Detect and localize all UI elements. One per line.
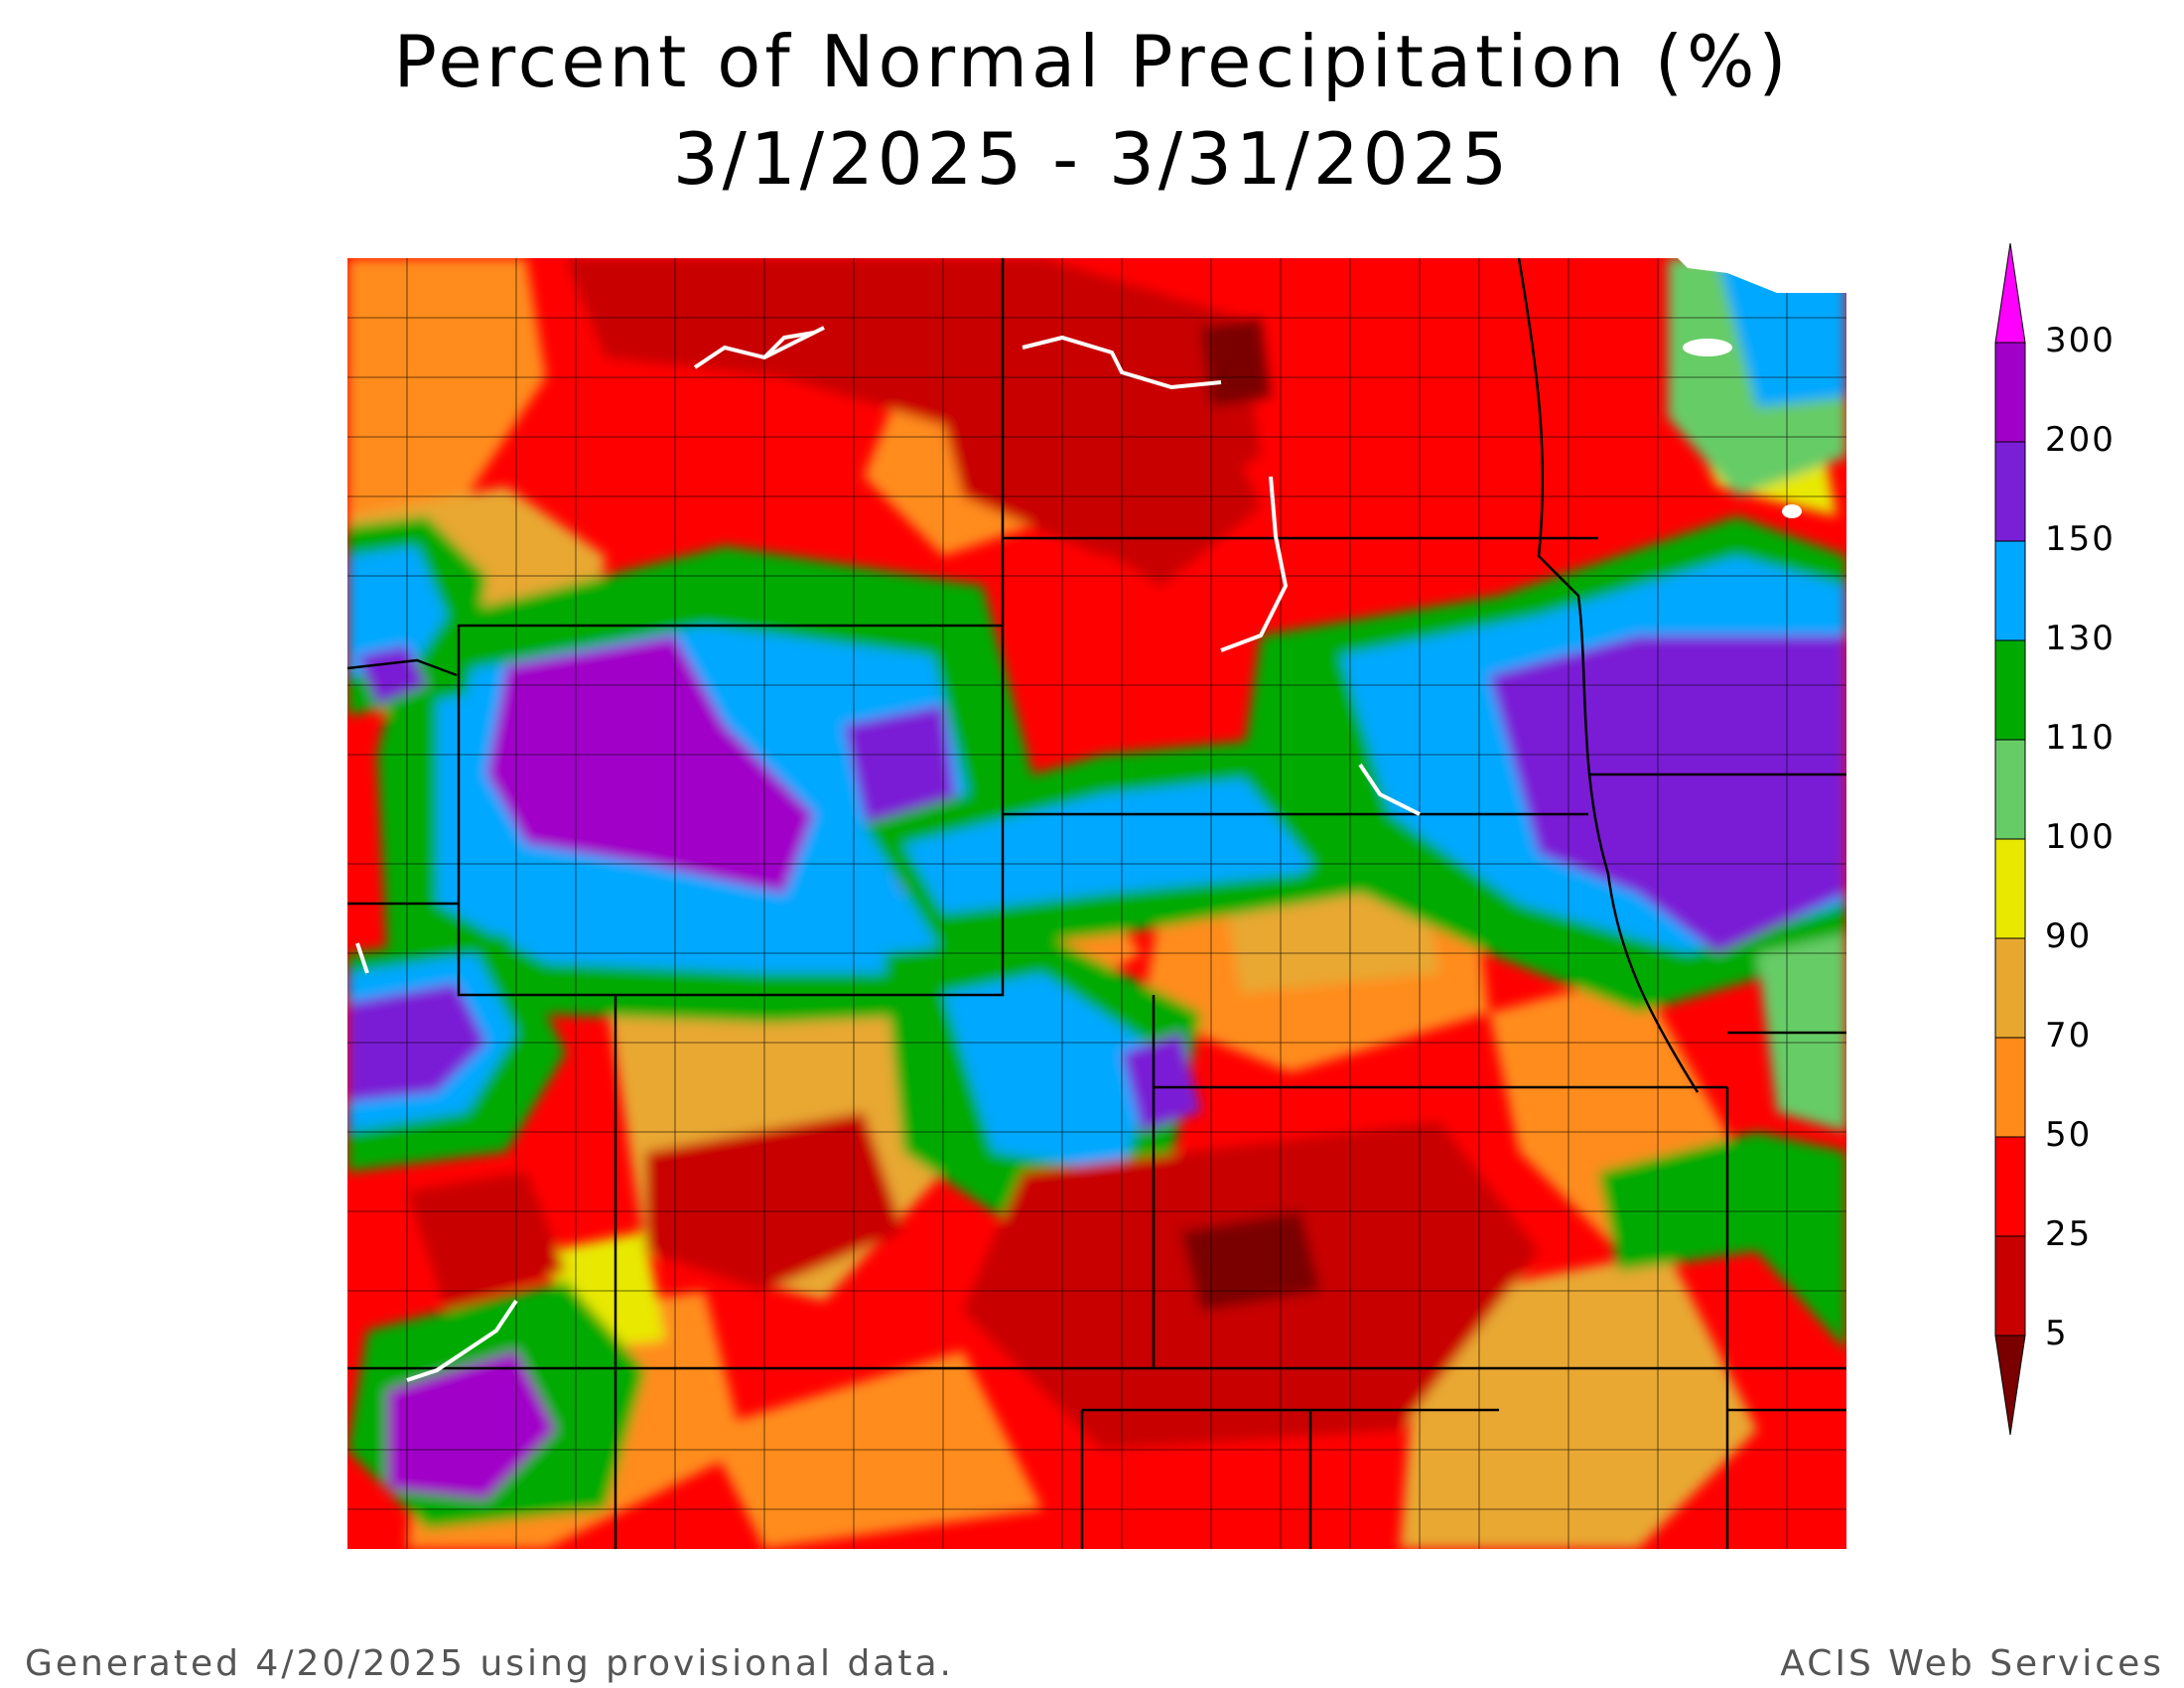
- legend-label: 50: [2045, 1115, 2093, 1155]
- legend-bin: [1994, 441, 2026, 542]
- legend-label: 5: [2045, 1314, 2069, 1353]
- source-credit: ACIS Web Services: [1780, 1643, 2164, 1684]
- legend-label: 70: [2045, 1016, 2093, 1055]
- state-boundaries: [347, 258, 1846, 1549]
- precipitation-map: [347, 258, 1846, 1549]
- legend-bin: [1994, 639, 2026, 741]
- legend-label: 90: [2045, 916, 2093, 956]
- legend-bin-top: [1994, 243, 2026, 344]
- map-title: Percent of Normal Precipitation (%): [393, 20, 1791, 103]
- legend-bin-bottom: [1994, 1335, 2026, 1436]
- region-darkred-south2: [645, 1112, 903, 1291]
- county-lines: [347, 258, 1846, 1549]
- region-tan-southeast: [1400, 1251, 1757, 1549]
- legend-bin: [1994, 1235, 2026, 1336]
- region-darkred-southwest: [407, 1172, 566, 1311]
- legend-bin: [1994, 1037, 2026, 1138]
- lake-east: [1782, 504, 1802, 518]
- region-blue-center-band: [903, 774, 1380, 914]
- legend-bin: [1994, 1136, 2026, 1237]
- color-legend-bar: [1994, 243, 2026, 1436]
- legend-label: 300: [2045, 321, 2116, 360]
- legend-label: 130: [2045, 619, 2116, 658]
- region-purple-west-core: [486, 635, 814, 894]
- legend-label: 25: [2045, 1214, 2093, 1254]
- legend-bin: [1994, 540, 2026, 641]
- region-darkest-north: [1201, 318, 1271, 407]
- legend-bins: [1994, 243, 2026, 1436]
- region-purple-south-lower: [387, 1350, 556, 1499]
- legend-label: 150: [2045, 519, 2116, 559]
- region-orange-nw: [347, 258, 546, 516]
- legend-label: 100: [2045, 817, 2116, 857]
- legend-bin: [1994, 342, 2026, 443]
- region-purple-mid-south: [1122, 1033, 1201, 1132]
- rivers-lakes: [355, 326, 1421, 1382]
- legend-bin: [1994, 739, 2026, 840]
- region-darkest-south: [1181, 1211, 1320, 1311]
- map-corner-notch: [1678, 258, 1846, 293]
- generated-note: Generated 4/20/2025 using provisional da…: [25, 1643, 954, 1684]
- legend-bin: [1994, 937, 2026, 1039]
- legend-bin: [1994, 838, 2026, 939]
- region-blue-mid-south: [943, 973, 1161, 1172]
- region-green-southeast: [1598, 1132, 1846, 1350]
- region-blue-northeast-top: [1717, 258, 1846, 407]
- legend-label: 200: [2045, 420, 2116, 460]
- lake-northeast: [1683, 339, 1732, 356]
- legend-label: 110: [2045, 718, 2116, 758]
- map-date-range: 3/1/2025 - 3/31/2025: [672, 117, 1512, 201]
- region-darkred-northcenter2: [1042, 377, 1261, 586]
- region-purple-northeast: [1489, 635, 1846, 953]
- region-blue-far-west: [347, 546, 447, 675]
